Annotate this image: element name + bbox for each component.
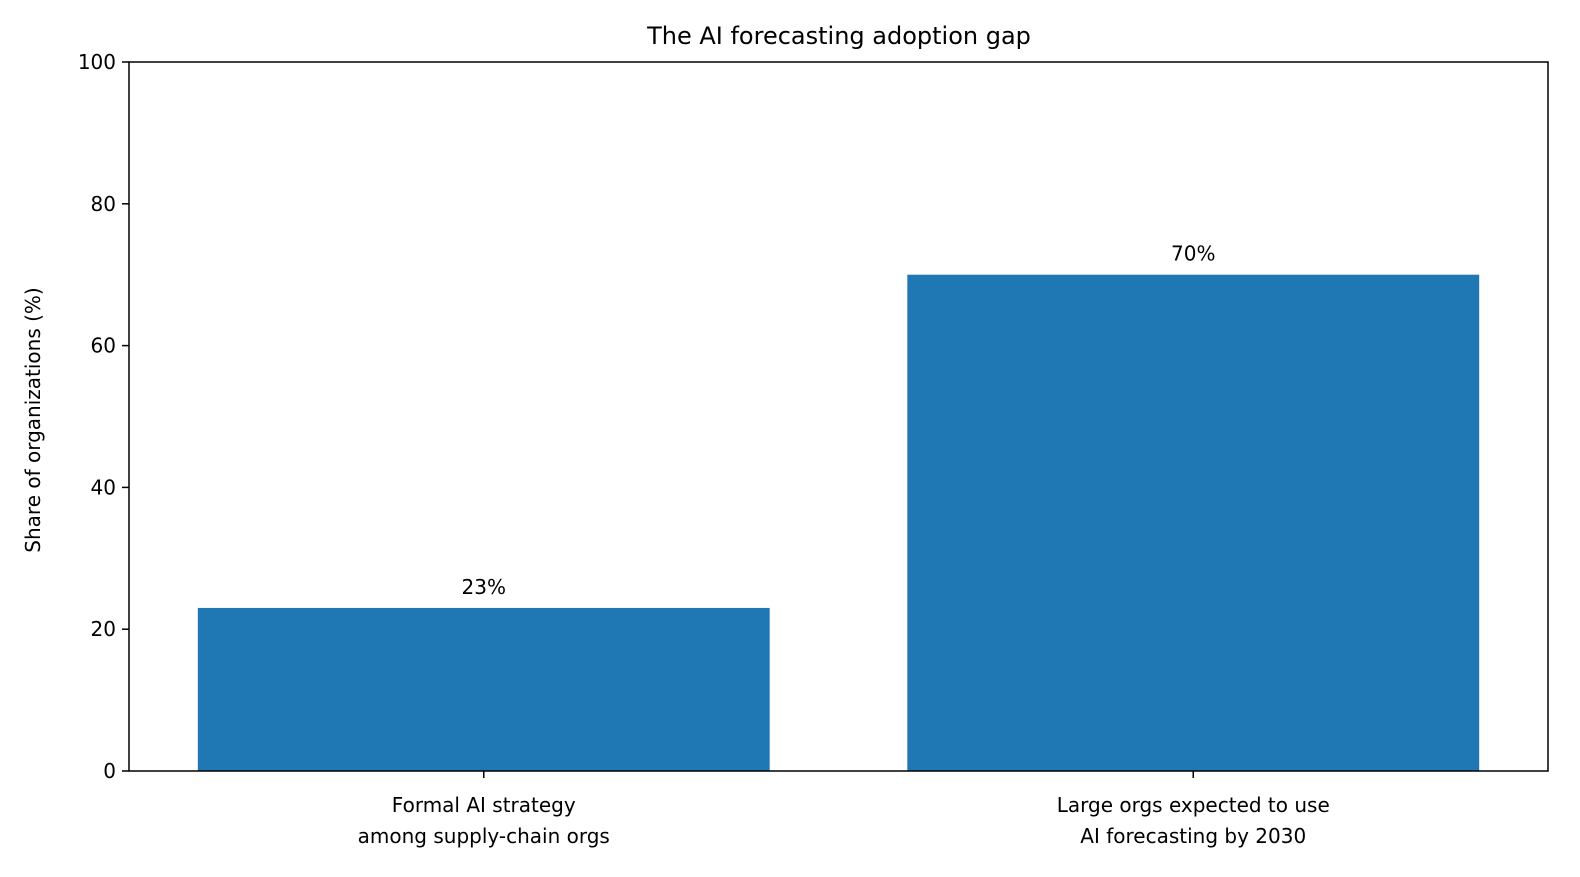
bar [907, 274, 1480, 771]
y-tick-label: 60 [91, 334, 116, 358]
y-tick-label: 0 [103, 759, 116, 783]
x-tick-label: Formal AI strategy [392, 793, 576, 817]
bar-value-label: 23% [462, 575, 506, 599]
y-tick-label: 20 [91, 617, 116, 641]
y-axis-label: Share of organizations (%) [21, 287, 45, 552]
x-tick-label: among supply-chain orgs [358, 824, 610, 848]
y-tick-label: 100 [78, 50, 116, 74]
plot-frame [128, 61, 1549, 772]
plot-area: 23% Formal AI strategy among supply-chain … [78, 50, 1549, 848]
y-tick-label: 40 [91, 475, 116, 499]
chart-title: The AI forecasting adoption gap [646, 22, 1031, 50]
y-tick-label: 80 [91, 192, 116, 216]
bar-value-label: 70% [1171, 242, 1215, 266]
x-tick-label: Large orgs expected to use [1057, 793, 1330, 817]
bar [197, 607, 770, 771]
x-tick-label: AI forecasting by 2030 [1080, 824, 1306, 848]
